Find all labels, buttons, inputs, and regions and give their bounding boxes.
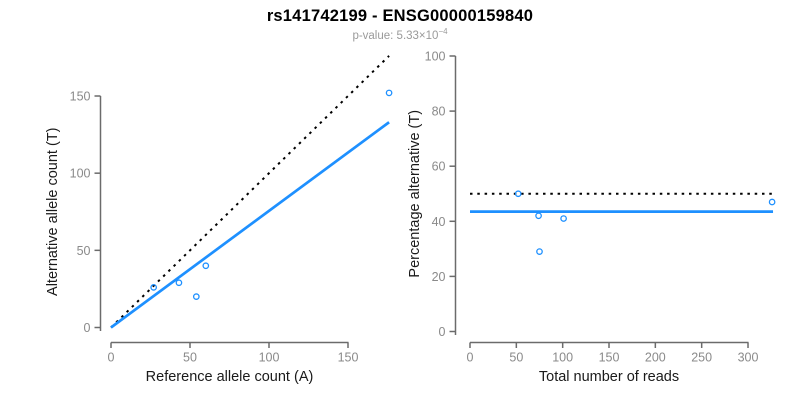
- data-point: [536, 248, 543, 255]
- x-tick-label: 100: [259, 351, 280, 365]
- x-tick-label: 0: [108, 351, 115, 365]
- x-tick-label: 300: [738, 351, 759, 365]
- x-tick-label: 50: [183, 351, 197, 365]
- data-point: [560, 215, 567, 222]
- y-tick-label: 0: [84, 321, 91, 335]
- x-tick-label: 100: [552, 351, 573, 365]
- data-point: [514, 190, 522, 198]
- x-tick-label: 200: [645, 351, 666, 365]
- x-tick-label: 150: [599, 351, 620, 365]
- data-point: [768, 198, 776, 206]
- fitted-line: [110, 121, 390, 329]
- plot-title: rs141742199 - ENSG00000159840: [266, 7, 534, 25]
- x-axis-title: Total number of reads: [539, 369, 679, 385]
- y-tick-label: 100: [425, 50, 446, 64]
- data-point: [385, 89, 393, 97]
- pvalue-subtitle: p-value: 5.33×10−4: [0, 27, 800, 42]
- x-axis-title: Reference allele count (A): [146, 369, 314, 385]
- pvalue-exponent: −4: [438, 27, 448, 36]
- y-axis-title: Alternative allele count (T): [45, 128, 61, 296]
- y-tick-label: 20: [432, 270, 446, 284]
- y-tick-label: 100: [70, 167, 91, 181]
- x-tick-label: 250: [691, 351, 712, 365]
- y-tick-label: 50: [77, 244, 91, 258]
- x-tick-label: 150: [338, 351, 359, 365]
- panel-percentage-vs-reads: 0 50 100 150 200 250 300 0 20 40 60 80 100 Total numb…: [407, 50, 776, 385]
- data-point: [192, 293, 200, 300]
- y-tick-label: 80: [432, 105, 446, 119]
- identity-line: [110, 55, 390, 329]
- data-point: [150, 284, 158, 291]
- y-tick-label: 0: [439, 325, 446, 339]
- y-tick-label: 60: [432, 160, 446, 174]
- data-point: [535, 212, 542, 220]
- x-tick-label: 0: [467, 351, 474, 365]
- y-tick-label: 40: [432, 215, 446, 229]
- data-point: [202, 262, 210, 270]
- y-tick-label: 150: [70, 90, 91, 104]
- pvalue-text: p-value: 5.33×10: [352, 29, 439, 42]
- y-axis-title: Percentage alternative (T): [407, 110, 423, 278]
- data-point: [175, 279, 183, 287]
- panel-allele-counts: 0 50 100 150 0 50 100 150 Reference allele count…: [45, 55, 393, 385]
- x-tick-label: 50: [509, 351, 523, 365]
